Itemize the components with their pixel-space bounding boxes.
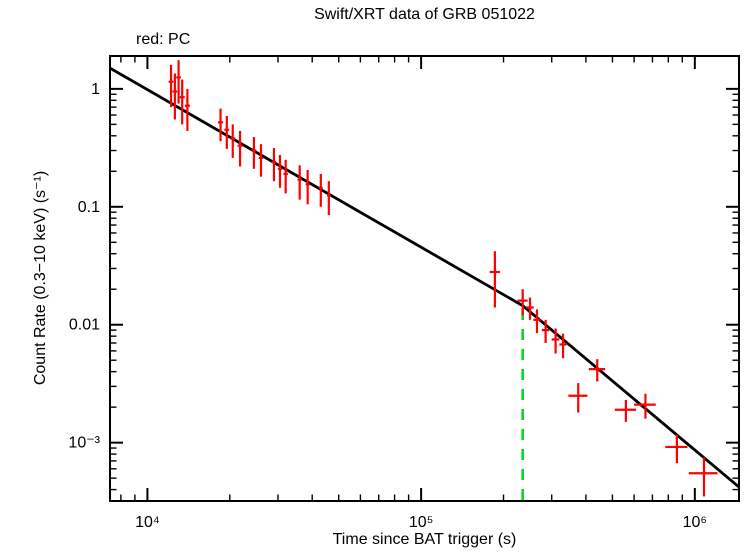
y-tick-label: 0.1 xyxy=(78,199,100,216)
chart-title: Swift/XRT data of GRB 051022 xyxy=(314,6,535,23)
y-tick-label: 1 xyxy=(91,81,100,98)
x-tick-label: 10⁴ xyxy=(135,514,160,531)
y-tick-label: 10⁻³ xyxy=(68,435,100,452)
plot-frame xyxy=(109,55,740,502)
mode-label: red: PC xyxy=(136,31,191,48)
x-axis-label: Time since BAT trigger (s) xyxy=(332,531,517,548)
x-tick-label: 10⁵ xyxy=(409,514,433,531)
fit-line xyxy=(109,66,740,489)
y-tick-label: 0.01 xyxy=(69,317,100,334)
x-tick-label: 10⁶ xyxy=(683,514,707,531)
